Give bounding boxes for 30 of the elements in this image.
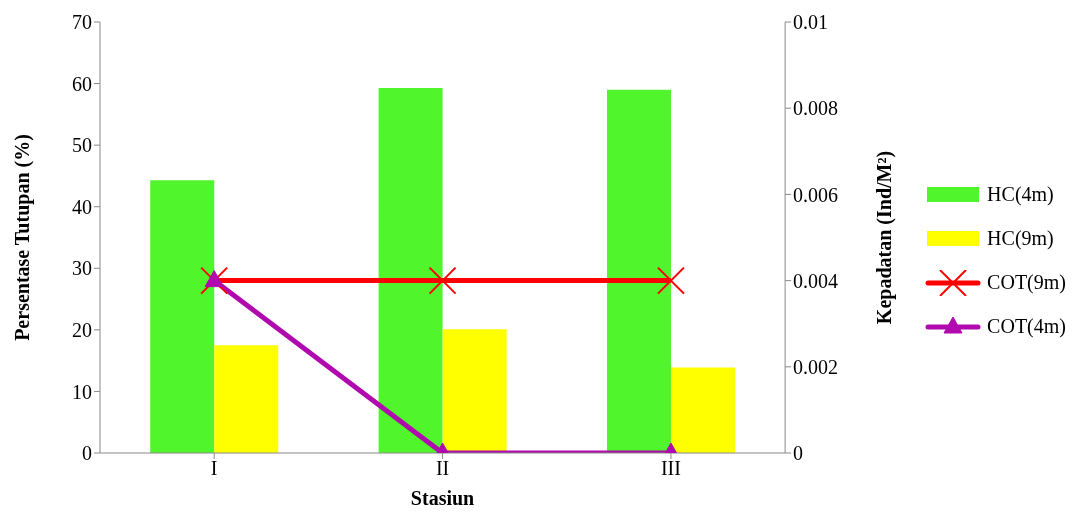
y2-tick-label: 0.006 <box>793 183 839 206</box>
y2-tick-label: 0.01 <box>793 11 829 34</box>
x-axis-title: Stasiun <box>410 487 475 509</box>
x-tick-label: II <box>435 457 450 480</box>
y2-tick-label: 0.002 <box>793 355 839 378</box>
y-tick-label: 20 <box>72 318 92 341</box>
legend-label: HC(4m) <box>987 183 1054 206</box>
y-tick-label: 30 <box>72 257 92 280</box>
x-tick-label: III <box>660 457 681 480</box>
y2-axis-title: Kepadatan (Ind/M²) <box>873 150 897 325</box>
y-tick-label: 60 <box>72 72 92 95</box>
y-tick-label: 40 <box>72 195 92 218</box>
x-tick-label: I <box>210 457 218 480</box>
y2-tick-label: 0 <box>793 442 804 465</box>
legend-label: COT(4m) <box>987 315 1066 338</box>
y2-tick-label: 0.008 <box>793 97 839 120</box>
y-tick-label: 70 <box>72 11 92 34</box>
bar <box>150 180 215 453</box>
bar <box>606 89 671 453</box>
y-tick-label: 0 <box>82 442 92 465</box>
y-tick-label: 10 <box>72 380 92 403</box>
legend-label: COT(9m) <box>987 271 1066 294</box>
y-tick-label: 50 <box>72 134 92 157</box>
legend-label: HC(9m) <box>987 227 1054 250</box>
bar <box>214 345 279 453</box>
bar <box>378 87 443 453</box>
bar <box>670 367 735 453</box>
bar <box>442 329 507 453</box>
y-axis-title: Persentase Tutupan (%) <box>11 134 35 341</box>
y2-tick-label: 0.004 <box>793 269 839 292</box>
